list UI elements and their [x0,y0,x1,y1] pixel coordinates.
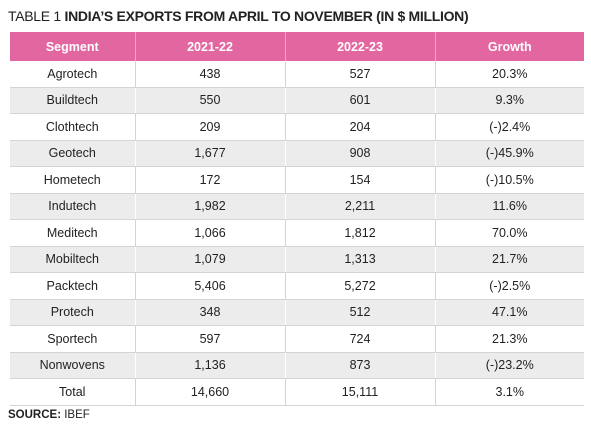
table-body: Agrotech 438 527 20.3% Buildtech 550 601 9.3% Cl… [10,61,584,406]
value-cell: (-)10.5% [435,166,584,194]
value-cell: 5,406 [135,272,286,300]
segment-cell: Mobiltech [10,246,136,273]
table-row: Buildtech 550 601 9.3% [10,87,584,114]
segment-cell: Hometech [10,166,136,194]
exports-table: Segment 2021-22 2022-23 Growth Agrotech 438 5… [10,32,584,406]
table-row: Agrotech 438 527 20.3% [10,61,584,88]
value-cell: 172 [135,166,286,194]
header-cell: Growth [435,32,584,61]
segment-cell: Sportech [10,325,136,353]
table-row: Meditech 1,066 1,812 70.0% [10,219,584,247]
value-cell: 21.3% [435,325,584,353]
value-cell: 527 [285,61,436,88]
value-cell: 209 [135,113,286,141]
value-cell: (-)45.9% [435,140,584,167]
table-row: Mobiltech 1,079 1,313 21.7% [10,246,584,273]
table-row: Hometech 172 154 (-)10.5% [10,166,584,194]
table-row: Indutech 1,982 2,211 11.6% [10,193,584,220]
value-cell: 3.1% [435,378,584,406]
header-cell: 2021-22 [135,32,286,61]
table-row: Protech 348 512 47.1% [10,299,584,326]
header-cell: Segment [10,32,136,61]
table-row: Packtech 5,406 5,272 (-)2.5% [10,272,584,300]
segment-cell: Protech [10,299,136,326]
value-cell: (-)2.4% [435,113,584,141]
value-cell: 47.1% [435,299,584,326]
value-cell: (-)23.2% [435,352,584,379]
value-cell: 1,982 [135,193,286,220]
value-cell: 348 [135,299,286,326]
table-row: Sportech 597 724 21.3% [10,325,584,353]
source-label: SOURCE: [8,409,62,421]
value-cell: 154 [285,166,436,194]
segment-cell: Buildtech [10,87,136,114]
source-note: SOURCE: IBEF [8,409,90,421]
value-cell: 438 [135,61,286,88]
value-cell: 9.3% [435,87,584,114]
value-cell: 873 [285,352,436,379]
value-cell: 1,066 [135,219,286,247]
value-cell: (-)2.5% [435,272,584,300]
value-cell: 550 [135,87,286,114]
table-title: TABLE 1 INDIA’S EXPORTS FROM APRIL TO NO… [8,8,469,24]
segment-cell: Total [10,378,136,406]
value-cell: 70.0% [435,219,584,247]
segment-cell: Geotech [10,140,136,167]
value-cell: 1,079 [135,246,286,273]
value-cell: 512 [285,299,436,326]
segment-cell: Meditech [10,219,136,247]
value-cell: 204 [285,113,436,141]
table-row: Total 14,660 15,111 3.1% [10,378,584,406]
value-cell: 11.6% [435,193,584,220]
source-text: IBEF [64,409,90,421]
table-row: Nonwovens 1,136 873 (-)23.2% [10,352,584,379]
value-cell: 20.3% [435,61,584,88]
value-cell: 724 [285,325,436,353]
value-cell: 597 [135,325,286,353]
table-row: Clothtech 209 204 (-)2.4% [10,113,584,141]
value-cell: 1,313 [285,246,436,273]
table-row: Geotech 1,677 908 (-)45.9% [10,140,584,167]
header-cell: 2022-23 [285,32,436,61]
value-cell: 908 [285,140,436,167]
value-cell: 601 [285,87,436,114]
value-cell: 1,812 [285,219,436,247]
segment-cell: Agrotech [10,61,136,88]
header-row: Segment 2021-22 2022-23 Growth [10,32,584,61]
title-label: TABLE 1 [8,8,61,24]
value-cell: 2,211 [285,193,436,220]
value-cell: 1,677 [135,140,286,167]
value-cell: 15,111 [285,378,436,406]
segment-cell: Packtech [10,272,136,300]
value-cell: 1,136 [135,352,286,379]
segment-cell: Clothtech [10,113,136,141]
segment-cell: Nonwovens [10,352,136,379]
title-text: INDIA’S EXPORTS FROM APRIL TO NOVEMBER (… [64,8,469,24]
value-cell: 21.7% [435,246,584,273]
value-cell: 14,660 [135,378,286,406]
value-cell: 5,272 [285,272,436,300]
segment-cell: Indutech [10,193,136,220]
